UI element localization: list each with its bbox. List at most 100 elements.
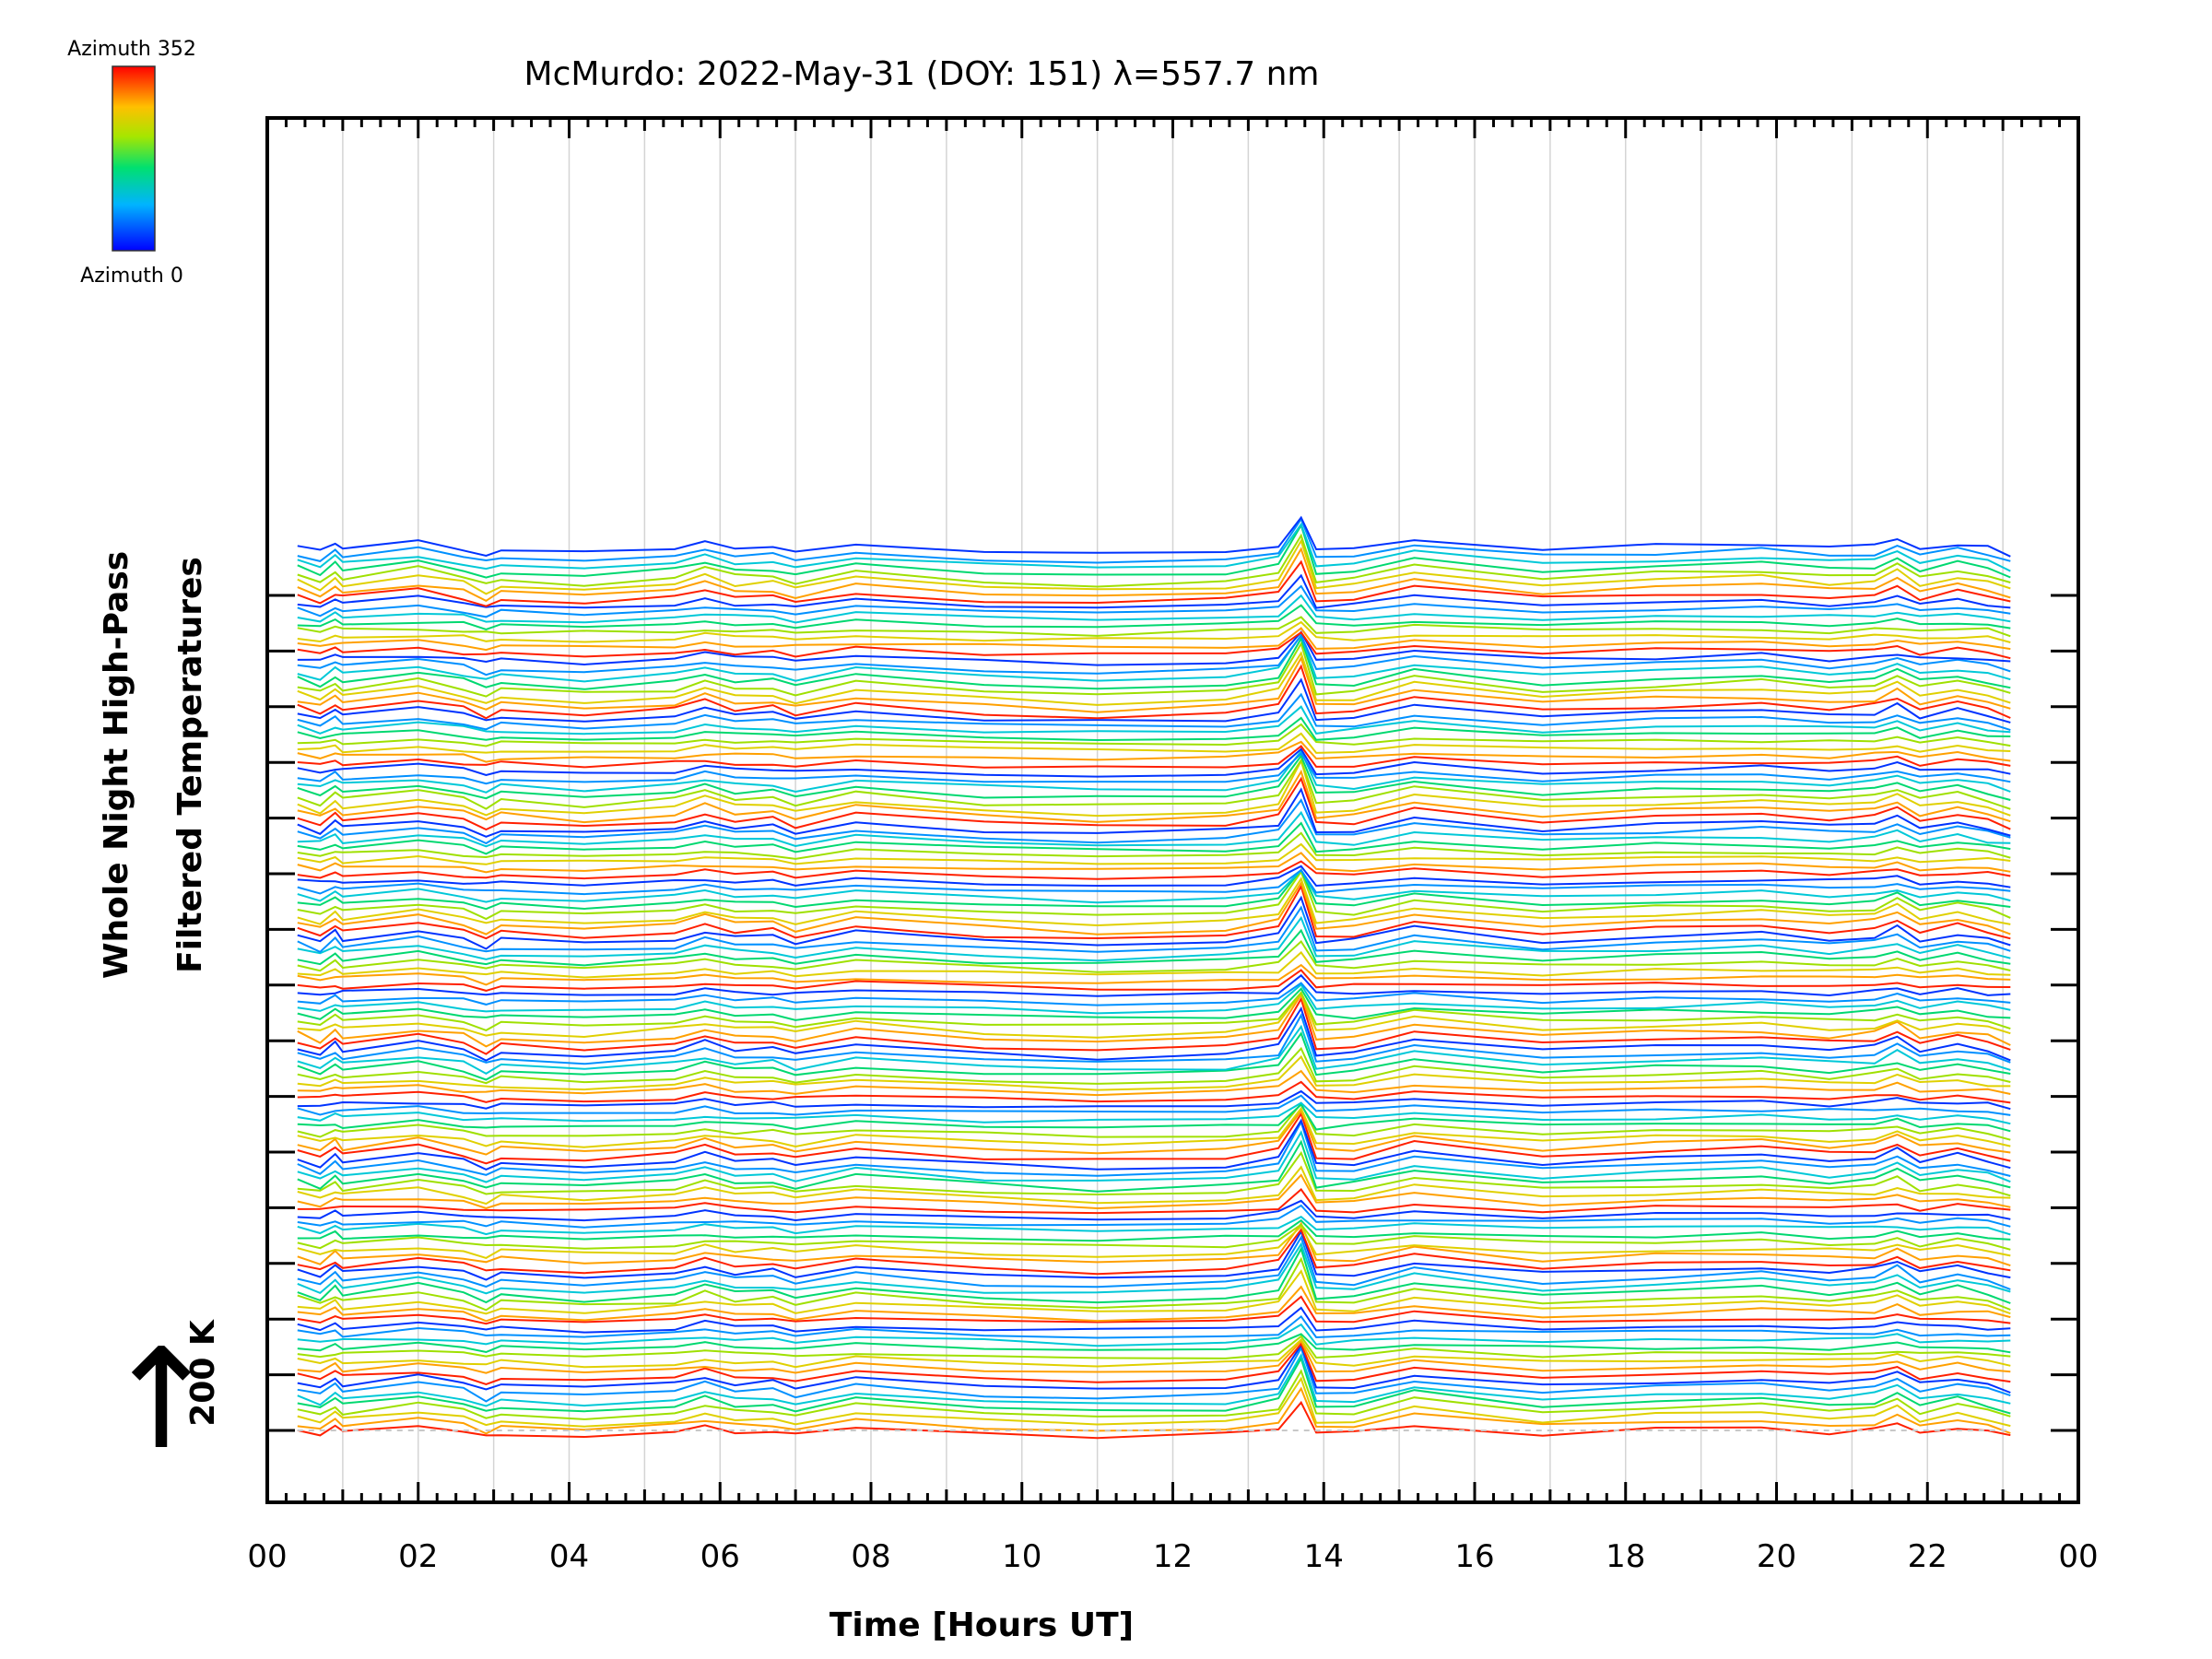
series-line <box>297 982 2011 1015</box>
series-line <box>297 616 2011 638</box>
series-line <box>297 705 2011 735</box>
x-tick-label: 02 <box>398 1538 438 1575</box>
series-line <box>297 745 2011 769</box>
series-line <box>297 1241 2011 1295</box>
series-line <box>297 895 2011 950</box>
series-line <box>297 982 2011 1006</box>
series-line <box>297 1352 2011 1407</box>
series-line <box>297 584 2011 618</box>
series-line <box>297 860 2011 880</box>
series-line <box>297 1031 2011 1081</box>
series-line <box>297 991 2011 1039</box>
series-line <box>297 1269 2011 1315</box>
series-line <box>297 884 2011 940</box>
series-line <box>297 758 2011 810</box>
x-tick-label: 16 <box>1454 1538 1494 1575</box>
x-tick-label: 06 <box>700 1538 740 1575</box>
legend-colorbar <box>112 65 156 252</box>
series-line <box>297 651 2011 706</box>
chart-title: McMurdo: 2022-May-31 (DOY: 151) λ=557.7 … <box>524 55 1320 93</box>
x-axis-label: Time [Hours UT] <box>830 1606 1134 1644</box>
x-tick-label: 10 <box>1002 1538 1041 1575</box>
series-line <box>297 969 2011 992</box>
scale-arrow-icon: ↑ <box>103 1320 219 1480</box>
series-line <box>297 842 2011 865</box>
series-line <box>297 633 2011 677</box>
series-line <box>297 877 2011 927</box>
series-line <box>297 547 2011 603</box>
series-line <box>297 1339 2011 1374</box>
series-line <box>297 1218 2011 1242</box>
series-line <box>297 1306 2011 1334</box>
series-line <box>297 1285 2011 1323</box>
series-line <box>297 1119 2011 1177</box>
series-line <box>297 1228 2011 1276</box>
series-line <box>297 991 2011 1031</box>
series-line <box>297 1376 2011 1428</box>
legend-top-label: Azimuth 352 <box>67 38 196 61</box>
series-line <box>297 787 2011 838</box>
series-line <box>297 1356 2011 1415</box>
series-line <box>297 1006 2011 1062</box>
x-tick-label: 00 <box>247 1538 287 1575</box>
series-line <box>297 1101 2011 1141</box>
series-line <box>297 1069 2011 1097</box>
series-line <box>297 1235 2011 1290</box>
series-line <box>297 632 2011 683</box>
series-line <box>297 692 2011 732</box>
series-line <box>297 928 2011 967</box>
series-line <box>297 831 2011 860</box>
series-line <box>297 1314 2011 1339</box>
series-line <box>297 1118 2011 1171</box>
series-line <box>297 515 2011 558</box>
series-line <box>297 905 2011 953</box>
series-line <box>297 1400 2011 1440</box>
series-line <box>297 1223 2011 1251</box>
series-line <box>297 1094 2011 1116</box>
series-line <box>297 1101 2011 1125</box>
x-tick-label: 08 <box>851 1538 890 1575</box>
series-line <box>297 1089 2011 1111</box>
series-line <box>297 751 2011 785</box>
series-line <box>297 852 2011 874</box>
series-line <box>297 517 2011 564</box>
series-line <box>297 573 2011 609</box>
series-line <box>297 992 2011 1048</box>
series-line <box>297 1221 2011 1267</box>
series-line <box>297 1046 2011 1085</box>
series-line <box>297 522 2011 572</box>
series-line <box>297 627 2011 652</box>
series-line <box>297 538 2011 595</box>
series-line <box>297 723 2011 747</box>
x-tick-label: 12 <box>1153 1538 1193 1575</box>
series-line <box>297 1295 2011 1325</box>
axis-ticks: 00 02 04 06 08 10 12 14 16 18 20 22 00 <box>247 118 2099 1575</box>
series-line <box>297 1204 2011 1229</box>
scale-label: 200 K <box>184 1319 222 1427</box>
series-line <box>297 973 2011 997</box>
series-line <box>297 1024 2011 1076</box>
series-line <box>297 630 2011 660</box>
series-line <box>297 798 2011 845</box>
series-line <box>297 950 2011 979</box>
series-lines <box>297 515 2011 1440</box>
series-line <box>297 996 2011 1055</box>
series-line <box>297 1080 2011 1104</box>
series-line <box>297 963 2011 986</box>
x-tick-label: 04 <box>549 1538 589 1575</box>
series-line <box>297 769 2011 824</box>
series-line <box>297 1139 2011 1193</box>
series-line <box>297 740 2011 763</box>
series-line <box>297 664 2011 720</box>
series-line <box>297 1165 2011 1206</box>
series-line <box>297 1246 2011 1304</box>
series-line <box>297 776 2011 831</box>
y-axis-label-line-2: Filtered Temperatures <box>171 557 209 973</box>
series-line <box>297 1342 2011 1386</box>
series-line <box>297 880 2011 935</box>
series-line <box>297 758 2011 818</box>
series-line <box>297 1106 2011 1148</box>
x-tick-label: 14 <box>1304 1538 1344 1575</box>
series-line <box>297 677 2011 724</box>
